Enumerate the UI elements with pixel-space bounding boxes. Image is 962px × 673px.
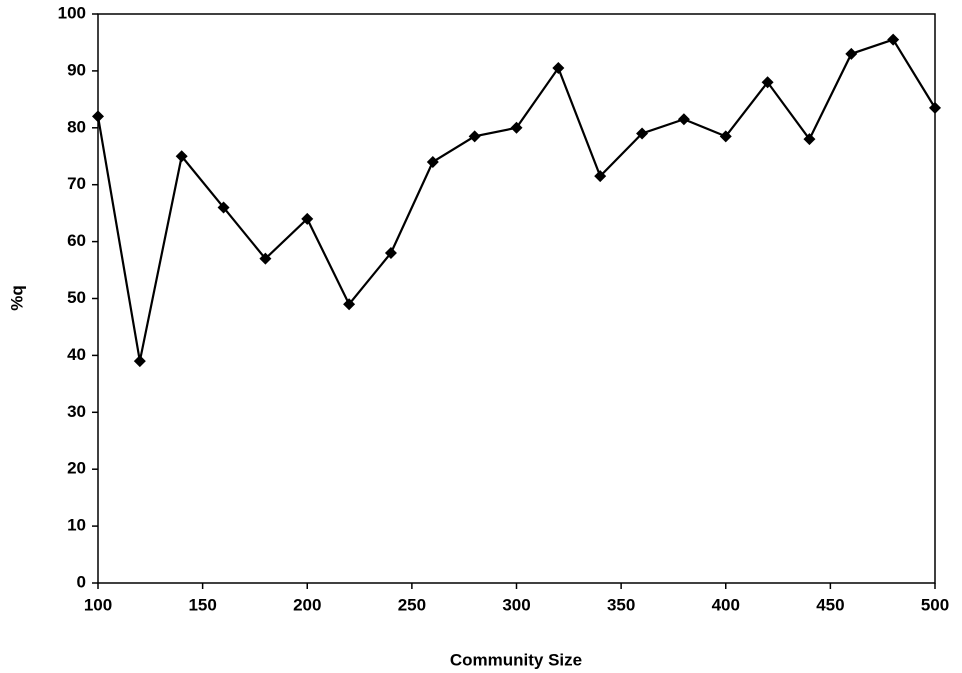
marker	[301, 212, 314, 225]
y-tick-label: 50	[67, 288, 86, 307]
marker	[929, 101, 941, 114]
x-tick-label: 200	[293, 595, 321, 614]
x-axis-label: Community Size	[450, 650, 582, 669]
marker	[887, 33, 900, 46]
marker	[677, 113, 690, 126]
marker	[552, 62, 565, 75]
y-tick-label: 100	[58, 3, 86, 22]
marker	[426, 155, 439, 168]
marker	[803, 133, 816, 146]
x-tick-label: 100	[84, 595, 112, 614]
marker	[343, 298, 356, 311]
x-tick-label: 250	[398, 595, 426, 614]
y-tick-label: 70	[67, 174, 86, 193]
marker	[636, 127, 649, 140]
marker	[259, 252, 272, 265]
x-tick-label: 350	[607, 595, 635, 614]
y-tick-label: 0	[77, 572, 86, 591]
y-tick-label: 60	[67, 231, 86, 250]
marker	[594, 170, 607, 183]
y-tick-label: 10	[67, 516, 86, 535]
marker	[468, 130, 481, 143]
y-tick-label: 20	[67, 459, 86, 478]
marker	[761, 76, 774, 89]
x-tick-label: 400	[712, 595, 740, 614]
x-tick-label: 150	[188, 595, 216, 614]
x-tick-label: 300	[502, 595, 530, 614]
line	[96, 38, 936, 362]
y-tick-label: 30	[67, 402, 86, 421]
x-tick-label: 450	[816, 595, 844, 614]
y-tick-label: 80	[67, 117, 86, 136]
marker	[510, 121, 523, 134]
marker	[92, 110, 104, 123]
marker	[175, 150, 188, 163]
plot-frame	[97, 13, 936, 584]
marker	[133, 355, 146, 368]
y-axis-label: %q	[7, 285, 26, 311]
marker	[719, 130, 732, 143]
x-tick-label: 500	[921, 595, 949, 614]
marker	[217, 201, 230, 214]
y-tick-label: 90	[67, 60, 86, 79]
marker	[845, 47, 858, 60]
marker	[384, 246, 397, 259]
y-tick-label: 40	[67, 345, 86, 364]
